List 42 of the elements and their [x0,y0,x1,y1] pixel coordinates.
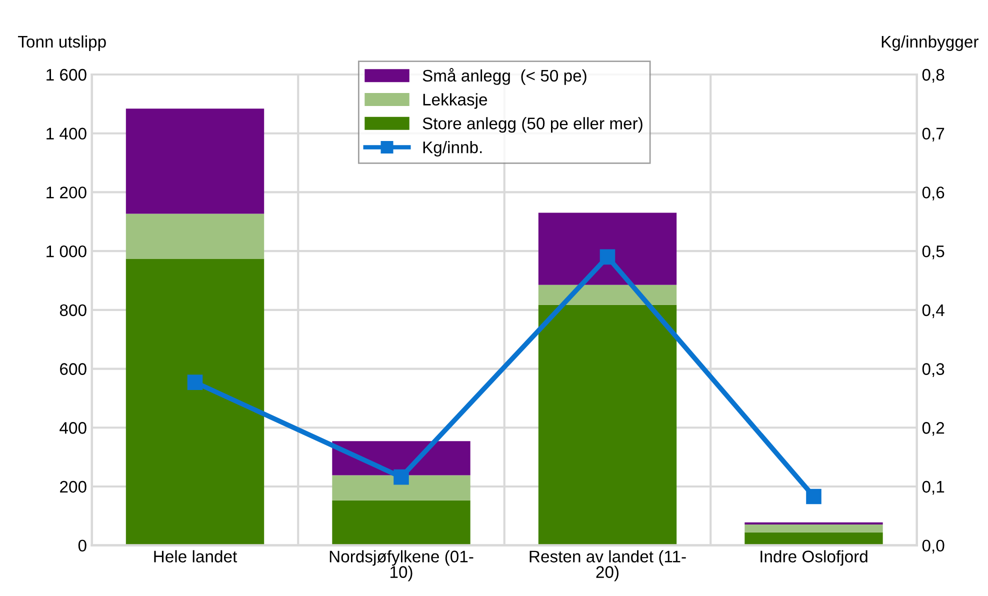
x-tick-label: Indre Oslofjord [760,550,868,566]
y2-tick-label: 0,5 [922,245,944,260]
y2-tick-label: 0,0 [922,540,944,554]
legend-label: Store anlegg (50 pe eller mer) [422,117,642,133]
bar [332,475,470,500]
legend-label: Kg/innb. [423,140,482,157]
bar [126,258,264,546]
bar [744,524,883,532]
y-tick-label: 1 000 [46,245,86,258]
y2-tick-label: 0,8 [922,68,944,83]
y-axis-title: Tonn utslipp [18,35,106,51]
bar [538,212,677,285]
y2-tick-label: 0,3 [922,363,944,377]
y2-tick-label: 0,4 [922,304,944,318]
y2-tick-label: 0,6 [922,186,944,200]
y-tick-label: 1 600 [46,68,86,81]
x-tick-label: Resten av landet (11- 20) [530,550,686,582]
point [394,469,409,485]
y2-tick-label: 0,7 [922,128,944,142]
bar [126,214,264,259]
y2-tick-label: 0,2 [922,422,944,436]
bar [538,284,677,305]
y2-tick-label: 0,1 [922,480,944,495]
x-tick-label: Nordsjøfylkene (01- 10) [330,550,474,582]
point [600,249,616,265]
bar [126,108,264,214]
legend-label: Små anlegg (< 50 pe) [422,68,586,85]
y-tick-label: 0 [78,540,86,552]
point [806,488,822,504]
bar [332,500,470,546]
y-tick-label: 600 [60,363,86,375]
x-tick-label: Hele landet [154,550,238,562]
bar [538,304,677,546]
point [187,374,203,390]
y-tick-label: 1 200 [46,186,86,198]
y2-axis-title: Kg/innbygger [882,35,978,51]
y-tick-label: 200 [60,480,86,493]
y-tick-label: 800 [60,304,86,316]
bar [744,532,883,546]
y-tick-label: 1 400 [46,128,86,140]
y-tick-label: 400 [60,422,86,434]
legend-label: Lekkasje [423,93,488,109]
